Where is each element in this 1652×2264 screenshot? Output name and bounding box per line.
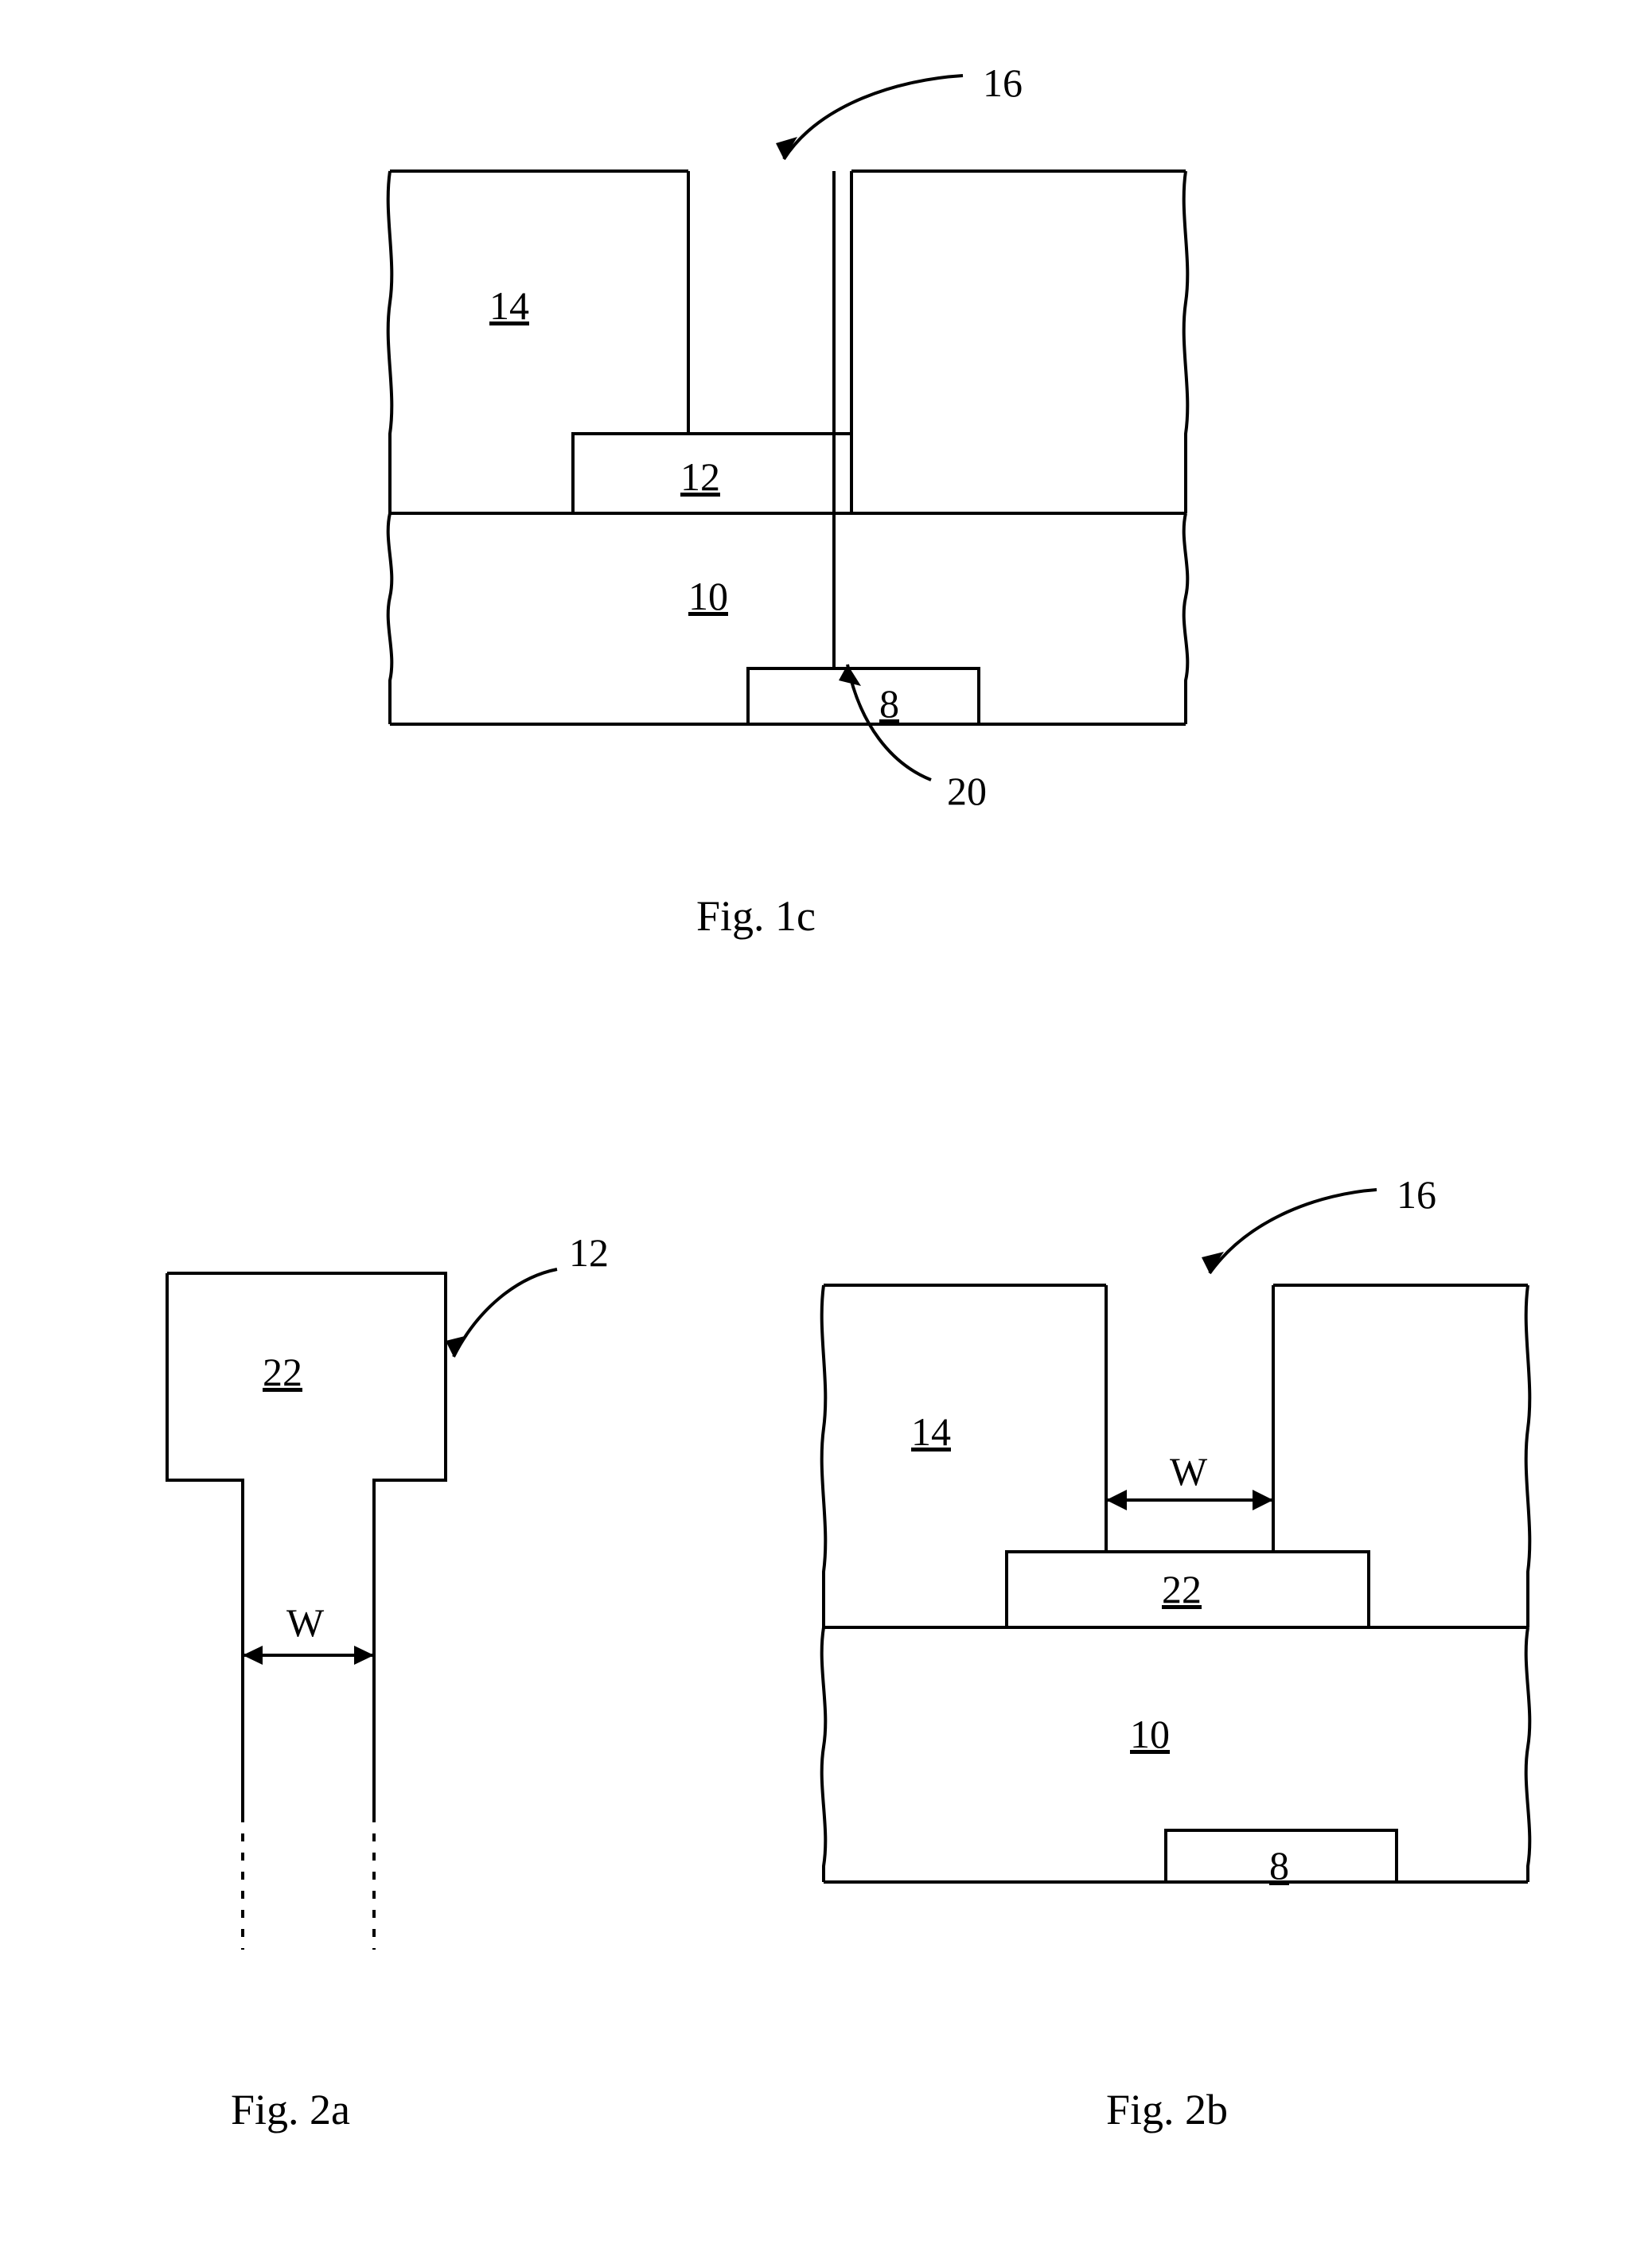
layer10b-right-edge	[1526, 1627, 1530, 1882]
fig2b-label-10: 10	[1130, 1711, 1170, 1757]
w-dim-arrow-right	[354, 1646, 374, 1665]
fig2a-label-W: W	[286, 1600, 324, 1646]
fig2b-label-16: 16	[1397, 1171, 1436, 1218]
right-pillar-outer	[1184, 171, 1188, 513]
layer10b-left-edge	[822, 1627, 826, 1882]
figure-2a	[95, 1146, 684, 2085]
layer10-right-edge	[1184, 513, 1188, 724]
right-pillarb-outer	[1526, 1285, 1530, 1627]
fig2a-label-22: 22	[263, 1349, 302, 1395]
w-dimb-arrow-left	[1106, 1490, 1127, 1510]
fig1c-label-12: 12	[680, 454, 720, 500]
fig2a-label-12: 12	[569, 1229, 609, 1276]
fig1c-label-16: 16	[983, 60, 1023, 106]
fig2b-label-22: 22	[1162, 1566, 1202, 1612]
figure-1c	[263, 32, 1393, 828]
w-dim-arrow-left	[243, 1646, 263, 1665]
w-dimb-arrow-right	[1253, 1490, 1273, 1510]
fig2a-caption: Fig. 2a	[231, 2085, 350, 2134]
fig1c-label-14: 14	[489, 283, 529, 329]
left-pillarb-outer	[822, 1285, 826, 1627]
fig2b-label-W: W	[1170, 1448, 1207, 1494]
left-pillar-outer	[388, 171, 392, 513]
fig2b-label-14: 14	[911, 1409, 951, 1455]
layer10-left-edge	[388, 513, 392, 724]
fig1c-label-20: 20	[947, 768, 987, 814]
pointer-12-curve	[454, 1269, 557, 1357]
fig1c-caption: Fig. 1c	[696, 891, 816, 941]
fig2b-label-8: 8	[1269, 1842, 1289, 1888]
t-shape-head	[167, 1273, 446, 1814]
fig2b-caption: Fig. 2b	[1106, 2085, 1228, 2134]
fig1c-label-10: 10	[688, 573, 728, 619]
pointer-16b-curve	[1210, 1190, 1377, 1273]
pointer-16-curve	[784, 76, 963, 159]
figure-2b	[764, 1146, 1560, 2085]
fig1c-label-8: 8	[879, 680, 899, 727]
